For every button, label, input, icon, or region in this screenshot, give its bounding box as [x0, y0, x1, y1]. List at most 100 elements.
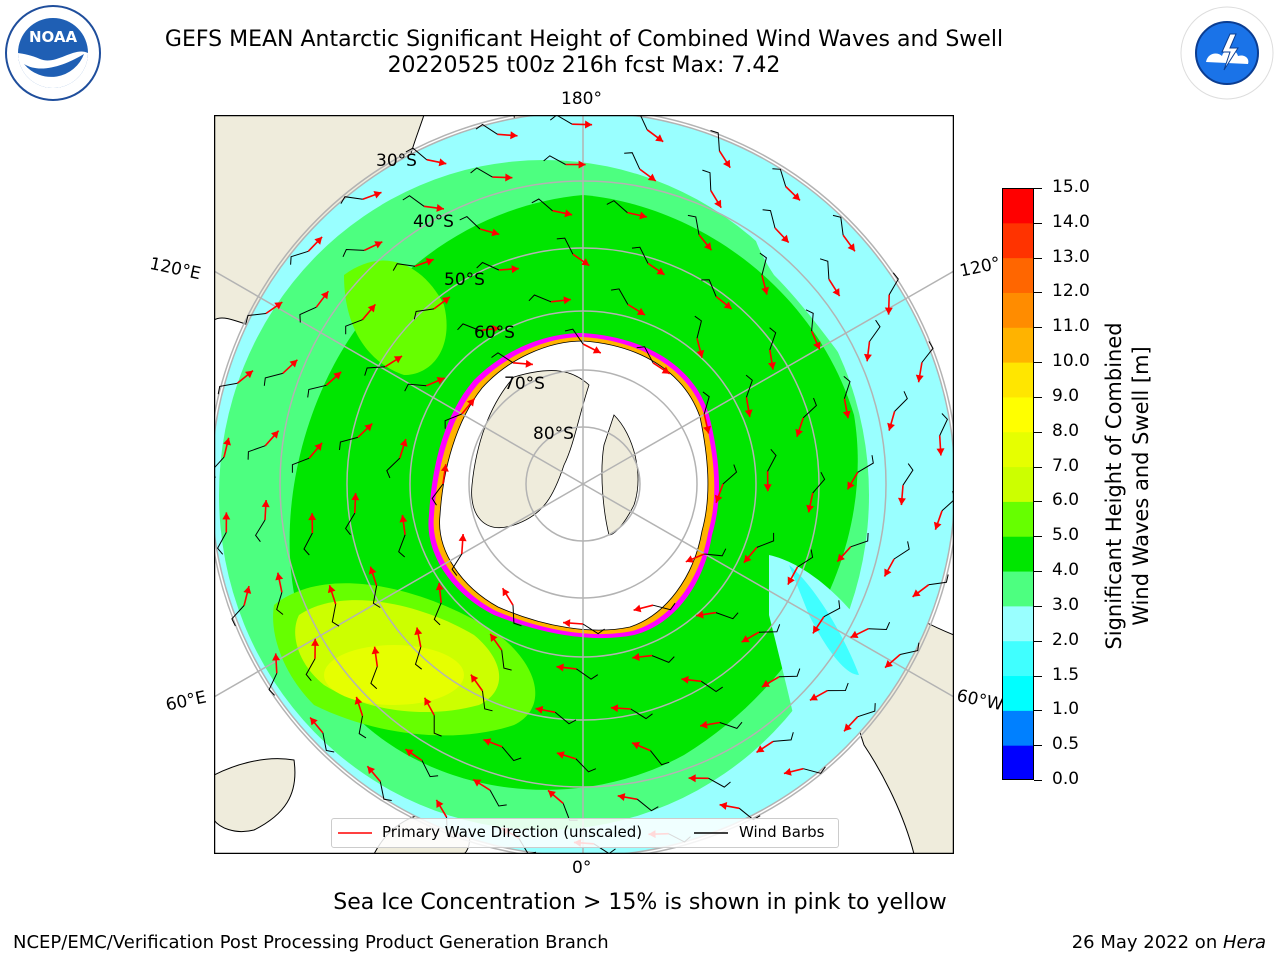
wind-barb	[358, 715, 367, 739]
wind-barb	[512, 605, 522, 627]
colorbar-tick-label: 15.0	[1052, 177, 1090, 197]
colorbar-tick	[1034, 710, 1042, 712]
colorbar-tick	[1034, 780, 1042, 781]
wind-barb	[893, 541, 910, 560]
wind-barb	[759, 252, 767, 276]
wave-arrow-head	[367, 304, 376, 313]
wave-arrow-head	[373, 191, 382, 199]
wave-arrow-head	[585, 120, 593, 129]
wave-arrow-head	[610, 704, 619, 713]
wind-barb	[894, 391, 908, 412]
wave-arrow-head	[915, 374, 924, 383]
wave-arrow-head	[275, 572, 284, 581]
wind-barb	[827, 682, 849, 692]
wind-barb	[305, 658, 316, 682]
colorbar-tick	[1034, 222, 1042, 224]
wave-arrow-head	[714, 199, 722, 208]
wave-arrow-head	[483, 738, 492, 746]
wave-arrow-head	[812, 625, 821, 634]
wind-barb	[431, 483, 444, 506]
colorbar-tick	[1034, 675, 1042, 677]
wind-barb	[651, 655, 675, 663]
colorbar-bin	[1002, 501, 1034, 537]
colorbar-tick	[1034, 431, 1042, 433]
wind-barb	[928, 574, 949, 586]
wind-barb	[850, 532, 869, 548]
wave-arrow-head	[470, 674, 479, 683]
wave-arrow-head	[399, 515, 408, 523]
wave-arrow-head	[696, 610, 704, 619]
wind-barb	[564, 328, 584, 345]
colorbar-tick-label: 11.0	[1052, 316, 1090, 337]
wave-arrow-head	[832, 288, 840, 297]
lat-label-80s: 80°S	[533, 424, 574, 444]
wind-barb	[802, 397, 817, 419]
wind-barb	[344, 512, 356, 536]
wind-barb	[868, 621, 891, 631]
colorbar-bin	[1002, 292, 1034, 328]
colorbar-tick-label: 2.0	[1052, 629, 1080, 650]
wave-arrow-head	[700, 720, 708, 729]
wave-arrow-head	[222, 512, 231, 520]
wave-arrow-head	[703, 425, 711, 434]
colorbar-tick	[1034, 292, 1042, 294]
wind-barb	[639, 115, 648, 131]
wave-arrow-head	[563, 619, 571, 628]
wave-arrow-head	[393, 356, 402, 364]
noaa-logo: NOAA	[4, 4, 102, 102]
wave-arrow-head	[744, 409, 753, 417]
wave-arrow-head	[441, 296, 450, 305]
wave-arrow-head	[783, 768, 792, 776]
lon-label-120w: 120°	[958, 253, 1003, 282]
colorbar-tick-label: 1.0	[1052, 699, 1080, 720]
wind-barb	[402, 195, 425, 207]
wave-arrow-head	[792, 192, 800, 201]
wind-barb	[582, 623, 605, 635]
wind-barb	[758, 624, 781, 633]
wave-arrow-head	[261, 500, 270, 508]
wind-barb	[405, 147, 428, 161]
wave-arrow-head	[271, 430, 279, 439]
wave-arrow-head	[364, 423, 373, 432]
wind-barb	[719, 721, 743, 729]
wave-arrow-head	[756, 745, 765, 753]
colorbar-bin	[1002, 571, 1034, 607]
wave-arrow-head	[639, 211, 647, 220]
wind-barb	[451, 553, 463, 576]
wind-barb	[433, 602, 442, 626]
wind-barb	[299, 306, 317, 323]
wind-barb	[398, 534, 406, 558]
colorbar-tick-label: 12.0	[1052, 281, 1090, 302]
wave-arrow-head	[308, 513, 317, 521]
colorbar-bin	[1002, 222, 1034, 259]
wind-barb	[797, 549, 814, 568]
wind-barb	[247, 445, 266, 460]
colorbar-tick	[1034, 188, 1042, 189]
wave-arrow-head	[466, 398, 475, 407]
wind-barb	[322, 732, 335, 753]
colorbar-tick	[1034, 605, 1042, 607]
wind-barb	[702, 169, 712, 191]
wave-arrow-head	[809, 693, 818, 701]
colorbar-bin	[1002, 431, 1034, 468]
wave-arrow-head	[371, 646, 380, 655]
wave-arrow-head	[438, 158, 447, 167]
wind-barb	[779, 668, 801, 678]
wind-barb	[404, 383, 427, 392]
wave-arrow-head	[936, 448, 945, 456]
wind-barb	[832, 214, 844, 236]
wave-arrow-head	[556, 663, 564, 672]
colorbar-tick-label: 4.0	[1052, 560, 1080, 581]
wave-arrow-head	[320, 291, 329, 300]
wind-barb	[704, 548, 727, 557]
wave-arrow-head	[685, 555, 694, 563]
wave-arrow-head	[723, 301, 732, 309]
wave-arrow-head	[492, 325, 500, 333]
wave-arrow-head	[647, 173, 656, 181]
wave-arrow-head	[354, 696, 363, 705]
wave-arrow-head	[548, 790, 556, 798]
wind-barb	[637, 798, 659, 812]
wind-barb	[331, 604, 340, 627]
wave-arrow-head	[806, 504, 814, 513]
wave-arrow-head	[399, 439, 408, 447]
